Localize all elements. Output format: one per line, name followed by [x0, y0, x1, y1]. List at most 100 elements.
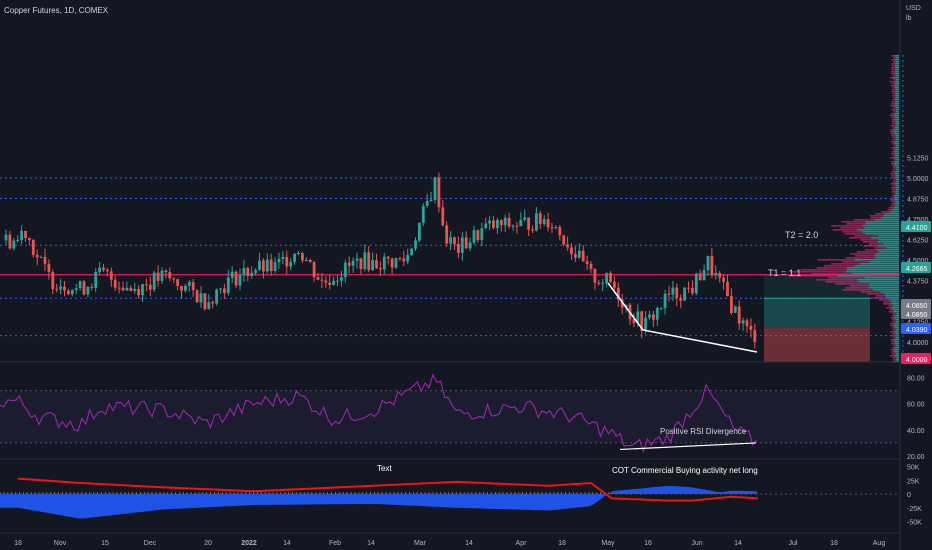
volume-profile-bar [846, 269, 899, 271]
price-badge [901, 262, 931, 273]
volume-profile-bar [881, 211, 890, 213]
candle-body [301, 253, 304, 261]
volume-profile-bar [874, 255, 899, 257]
volume-profile-bar [893, 131, 899, 133]
candle-body [355, 258, 359, 261]
volume-profile-bar [891, 151, 895, 153]
candle-body [589, 263, 593, 269]
rsi-line [0, 373, 758, 454]
volume-profile-bar [834, 283, 870, 285]
candle-body [316, 277, 320, 280]
rsi-tick-label: 80.00 [907, 376, 925, 383]
time-tick-label: 16 [644, 540, 652, 547]
candle-body [168, 272, 172, 279]
volume-profile-bar [884, 293, 899, 295]
candle-body [297, 253, 300, 255]
volume-profile-bar [895, 187, 899, 189]
volume-profile-bar [878, 299, 889, 301]
volume-profile-bar [895, 149, 899, 151]
volume-profile-bar [896, 169, 899, 171]
volume-profile-bar [892, 139, 896, 141]
candle-body [207, 302, 211, 310]
volume-profile-bar [890, 77, 894, 79]
candle-body [402, 258, 406, 262]
volume-profile-bar [883, 303, 891, 305]
volume-profile-bar [862, 231, 899, 233]
volume-profile-bar [895, 89, 899, 91]
volume-profile-bar [868, 243, 883, 245]
volume-profile-bar [892, 177, 896, 179]
candle-body [363, 252, 367, 270]
candle-body [289, 261, 293, 267]
volume-profile-bar [891, 89, 896, 91]
volume-profile-bar [895, 127, 899, 129]
candle-body [457, 244, 460, 253]
candle-body [390, 258, 394, 268]
volume-profile-bar [891, 121, 896, 123]
candle-body [145, 284, 148, 286]
volume-profile-bar [830, 263, 860, 265]
volume-profile-bar [892, 321, 896, 323]
volume-profile-bar [895, 69, 899, 71]
candle-body [12, 240, 16, 249]
volume-profile-bar [895, 95, 899, 97]
candle-body [51, 271, 55, 290]
volume-profile-bar [892, 155, 896, 157]
volume-profile-bar [895, 125, 899, 127]
volume-profile-bar [888, 207, 894, 209]
candle-body [347, 262, 351, 266]
volume-profile-bar [890, 355, 895, 357]
volume-profile-bar [895, 67, 899, 69]
candle-body [566, 244, 569, 248]
volume-profile-bar [816, 267, 848, 269]
volume-profile-bar [894, 147, 899, 149]
candle-body [550, 227, 554, 229]
volume-profile [789, 55, 899, 363]
t1-label: T1 = 1.1 [768, 268, 801, 278]
volume-profile-bar [895, 79, 899, 81]
candle-body [152, 272, 156, 290]
candle-body [511, 225, 515, 227]
candle-body [312, 262, 316, 278]
volume-profile-bar [875, 253, 899, 255]
candle-body [129, 287, 133, 292]
volume-profile-bar [891, 153, 895, 155]
overlays [607, 274, 870, 362]
volume-profile-bar [890, 307, 899, 309]
candle-body [636, 311, 640, 324]
volume-profile-bar [889, 81, 895, 83]
volume-profile-bar [893, 77, 899, 79]
candle-body [675, 287, 679, 299]
volume-profile-bar [890, 71, 896, 73]
candle-body [94, 271, 98, 288]
time-tick-label: Aug [873, 540, 886, 547]
volume-profile-bar [896, 167, 899, 169]
rsi-pane [0, 373, 900, 454]
volume-profile-bar [846, 223, 866, 225]
candle-body [659, 307, 663, 309]
candle-body [531, 229, 534, 231]
candle-body [125, 287, 129, 291]
volume-profile-bar [896, 185, 899, 187]
candle-body [733, 306, 737, 313]
volume-profile-bar [894, 63, 899, 65]
candle-body [70, 289, 74, 295]
volume-profile-bar [893, 199, 899, 201]
volume-profile-bar [890, 105, 895, 107]
candle-body [191, 282, 195, 291]
volume-profile-bar [862, 241, 878, 243]
level-lines [0, 55, 904, 360]
candle-body [718, 272, 722, 278]
candle-body [78, 281, 82, 289]
volume-profile-bar [831, 225, 863, 227]
cot-line [17, 477, 759, 502]
candle-body [519, 219, 523, 227]
volume-profile-bar [891, 195, 895, 197]
price-badge [901, 299, 931, 310]
volume-profile-bar [863, 245, 878, 247]
volume-profile-bar [894, 173, 899, 175]
candle-body [414, 240, 417, 249]
volume-profile-bar [832, 229, 858, 231]
candle-body [652, 314, 655, 320]
